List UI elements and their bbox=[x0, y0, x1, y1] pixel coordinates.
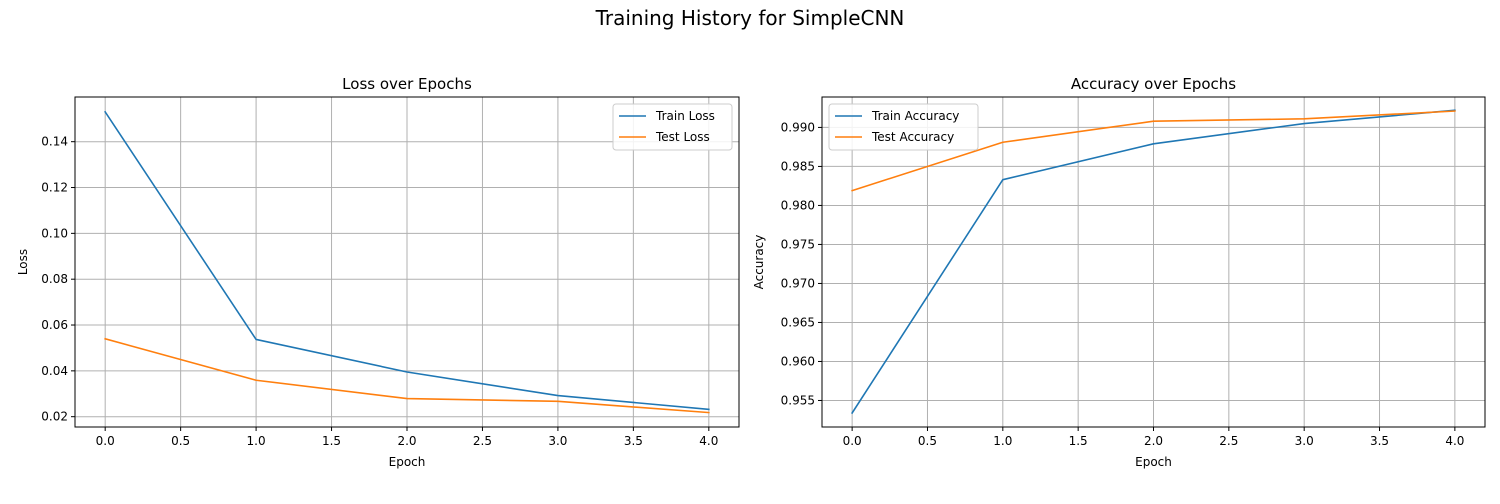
loss-y-tick-label: 0.06 bbox=[41, 318, 68, 332]
accuracy-x-tick-label: 1.5 bbox=[1069, 434, 1088, 448]
loss-y-tick-label: 0.08 bbox=[41, 272, 68, 286]
loss-y-tick-label: 0.12 bbox=[41, 181, 68, 195]
accuracy-x-tick-label: 0.0 bbox=[843, 434, 862, 448]
loss-y-axis-label: Loss bbox=[16, 249, 30, 275]
accuracy-legend: Train Accuracy Test Accuracy bbox=[829, 104, 978, 150]
accuracy-y-tick-label: 0.955 bbox=[781, 393, 815, 407]
accuracy-x-tick-label: 2.5 bbox=[1219, 434, 1238, 448]
loss-y-tick-label: 0.04 bbox=[41, 364, 68, 378]
loss-x-tick-label: 2.5 bbox=[473, 434, 492, 448]
accuracy-legend-label: Test Accuracy bbox=[871, 130, 954, 144]
loss-legend-label: Train Loss bbox=[655, 109, 715, 123]
accuracy-x-axis-label: Epoch bbox=[1135, 455, 1172, 469]
accuracy-x-tick-label: 3.5 bbox=[1370, 434, 1389, 448]
loss-legend: Train Loss Test Loss bbox=[613, 104, 732, 150]
loss-x-tick-label: 1.0 bbox=[247, 434, 266, 448]
loss-y-tick-label: 0.02 bbox=[41, 410, 68, 424]
accuracy-y-tick-label: 0.985 bbox=[781, 159, 815, 173]
loss-x-tick-label: 0.5 bbox=[171, 434, 190, 448]
loss-x-tick-label: 3.0 bbox=[548, 434, 567, 448]
accuracy-y-tick-label: 0.990 bbox=[781, 120, 815, 134]
accuracy-x-tick-label: 3.0 bbox=[1295, 434, 1314, 448]
accuracy-legend-label: Train Accuracy bbox=[871, 109, 959, 123]
loss-x-tick-label: 1.5 bbox=[322, 434, 341, 448]
accuracy-chart-title: Accuracy over Epochs bbox=[1071, 75, 1236, 93]
accuracy-y-tick-label: 0.960 bbox=[781, 354, 815, 368]
loss-y-tick-label: 0.14 bbox=[41, 135, 68, 149]
loss-legend-label: Test Loss bbox=[655, 130, 710, 144]
loss-x-axis-label: Epoch bbox=[389, 455, 426, 469]
accuracy-x-tick-label: 0.5 bbox=[918, 434, 937, 448]
loss-x-tick-label: 0.0 bbox=[96, 434, 115, 448]
figure-suptitle: Training History for SimpleCNN bbox=[595, 6, 905, 30]
loss-x-tick-label: 2.0 bbox=[397, 434, 416, 448]
accuracy-x-tick-label: 2.0 bbox=[1144, 434, 1163, 448]
accuracy-x-tick-label: 4.0 bbox=[1445, 434, 1464, 448]
accuracy-y-tick-label: 0.965 bbox=[781, 315, 815, 329]
accuracy-y-tick-label: 0.970 bbox=[781, 276, 815, 290]
accuracy-x-tick-label: 1.0 bbox=[993, 434, 1012, 448]
accuracy-y-axis-label: Accuracy bbox=[752, 235, 766, 290]
accuracy-y-tick-label: 0.975 bbox=[781, 237, 815, 251]
loss-chart-title: Loss over Epochs bbox=[342, 75, 472, 93]
loss-x-tick-label: 4.0 bbox=[699, 434, 718, 448]
loss-y-tick-label: 0.10 bbox=[41, 226, 68, 240]
accuracy-y-tick-label: 0.980 bbox=[781, 198, 815, 212]
loss-x-tick-label: 3.5 bbox=[624, 434, 643, 448]
